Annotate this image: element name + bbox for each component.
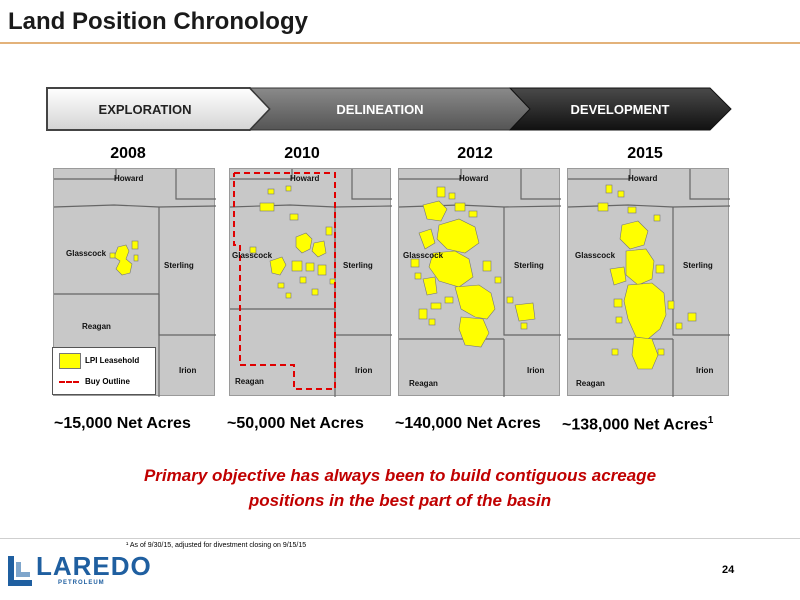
county-label-howard: Howard — [290, 174, 320, 183]
phase-label-delineation: DELINEATION — [336, 102, 424, 117]
county-label-irion: Irion — [179, 366, 197, 375]
acres-2015-footnote-mark: 1 — [707, 415, 714, 426]
footer-rule — [0, 538, 800, 539]
leasehold-swatch — [59, 353, 81, 369]
buy-outline-swatch — [59, 381, 79, 383]
phase-label-exploration: EXPLORATION — [98, 102, 192, 117]
page-title: Land Position Chronology — [8, 8, 308, 35]
map-legend: LPI Leasehold Buy Outline — [52, 347, 156, 395]
primary-objective-statement: Primary objective has always been to bui… — [60, 463, 740, 513]
acres-2008: ~15,000 Net Acres — [54, 415, 191, 432]
county-label-glasscock: Glasscock — [66, 249, 107, 258]
acres-2015: ~138,000 Net Acres1 — [562, 415, 713, 434]
county-label-reagan: Reagan — [235, 377, 264, 386]
logo-wordmark: LAREDO — [36, 551, 152, 581]
county-label-howard: Howard — [628, 174, 658, 183]
map-panel-2012: Howard Glasscock Sterling Reagan Irion — [398, 168, 561, 397]
title-rule — [0, 42, 800, 44]
county-label-irion: Irion — [355, 366, 373, 375]
leasehold-2010 — [249, 185, 336, 299]
phase-label-development: DEVELOPMENT — [570, 102, 670, 117]
year-2015: 2015 — [627, 145, 663, 162]
county-label-reagan: Reagan — [82, 322, 111, 331]
objective-line-2: positions in the best part of the basin — [248, 491, 552, 510]
map-panel-2010: Howard Glasscock Sterling Reagan Irion — [229, 168, 392, 397]
buy-outline-2010 — [233, 172, 336, 390]
county-label-glasscock: Glasscock — [232, 251, 273, 260]
year-2010: 2010 — [284, 145, 320, 162]
acres-2015-value: ~138,000 Net Acres — [562, 416, 708, 434]
county-label-reagan: Reagan — [409, 379, 438, 388]
county-label-sterling: Sterling — [683, 261, 713, 270]
page-number: 24 — [722, 564, 735, 576]
footnote: ¹ As of 9/30/15, adjusted for divestment… — [126, 542, 307, 549]
county-label-howard: Howard — [459, 174, 489, 183]
year-2012: 2012 — [457, 145, 493, 162]
year-2008: 2008 — [110, 145, 146, 162]
acres-2010: ~50,000 Net Acres — [227, 415, 364, 432]
legend-buy-outline-label: Buy Outline — [85, 377, 130, 386]
county-label-sterling: Sterling — [343, 261, 373, 270]
leasehold-2012 — [410, 186, 536, 348]
phase-arrow-development — [508, 87, 732, 131]
county-label-sterling: Sterling — [514, 261, 544, 270]
county-label-reagan: Reagan — [576, 379, 605, 388]
laredo-logo-icon — [8, 556, 32, 586]
acres-2012: ~140,000 Net Acres — [395, 415, 541, 432]
logo-subtitle: PETROLEUM — [58, 580, 105, 586]
legend-leasehold-label: LPI Leasehold — [85, 356, 140, 365]
phase-arrow-bar — [46, 87, 732, 131]
county-label-glasscock: Glasscock — [403, 251, 444, 260]
county-label-irion: Irion — [527, 366, 545, 375]
leasehold-2008 — [109, 240, 139, 276]
county-label-irion: Irion — [696, 366, 714, 375]
map-panel-2015: Howard Glasscock Sterling Reagan Irion — [567, 168, 730, 397]
county-label-howard: Howard — [114, 174, 144, 183]
county-label-glasscock: Glasscock — [575, 251, 616, 260]
objective-line-1: Primary objective has always been to bui… — [143, 466, 657, 485]
leasehold-2015 — [597, 184, 697, 370]
county-label-sterling: Sterling — [164, 261, 194, 270]
